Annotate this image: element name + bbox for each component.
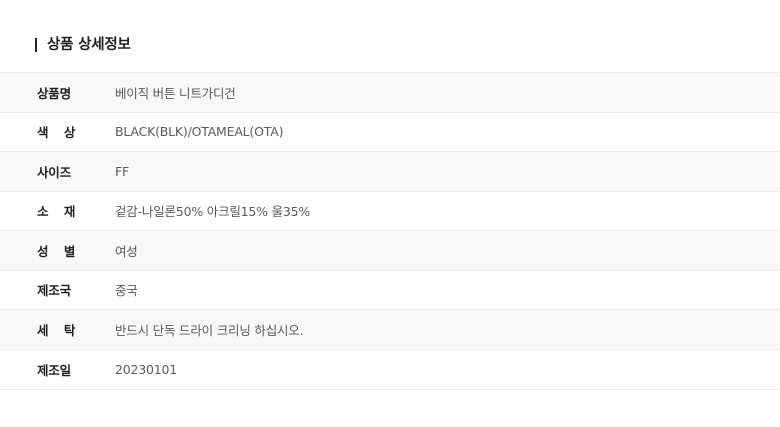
spec-value: 20230101 [115, 361, 178, 377]
table-row: 제조일 20230101 [0, 349, 780, 389]
spec-value: 베이직 버튼 니트가디건 [115, 85, 236, 101]
spec-label: 제조국 [37, 283, 71, 299]
spec-label: 색 상 [37, 125, 81, 141]
spec-label: 제조일 [37, 362, 71, 378]
table-row: 세 탁 반드시 단독 드라이 크리닝 하십시오. [0, 310, 780, 350]
table-row: 성 별 여성 [0, 231, 780, 271]
spec-value: BLACK(BLK)/OTAMEAL(OTA) [115, 124, 284, 140]
table-row: 제조국 중국 [0, 270, 780, 310]
accent-bar-icon [35, 38, 37, 52]
spec-value: 겉감-나일론50% 아크릴15% 울35% [115, 204, 311, 220]
spec-label: 상품명 [37, 85, 71, 101]
spec-label: 소 재 [37, 204, 81, 220]
spec-value: 반드시 단독 드라이 크리닝 하십시오. [115, 322, 304, 338]
spec-label: 세 탁 [37, 322, 81, 338]
table-row: 상품명 베이직 버튼 니트가디건 [0, 73, 780, 113]
page-title: 상품 상세정보 [47, 36, 131, 53]
spec-label: 성 별 [37, 243, 81, 259]
table-row: 소 재 겉감-나일론50% 아크릴15% 울35% [0, 191, 780, 231]
table-row: 색 상 BLACK(BLK)/OTAMEAL(OTA) [0, 112, 780, 152]
spec-value: 중국 [115, 283, 138, 299]
spec-value: FF [115, 163, 129, 179]
spec-value: 여성 [115, 243, 138, 259]
table-row: 사이즈 FF [0, 152, 780, 192]
spec-label: 사이즈 [37, 164, 71, 180]
section-header: 상품 상세정보 [0, 32, 131, 58]
